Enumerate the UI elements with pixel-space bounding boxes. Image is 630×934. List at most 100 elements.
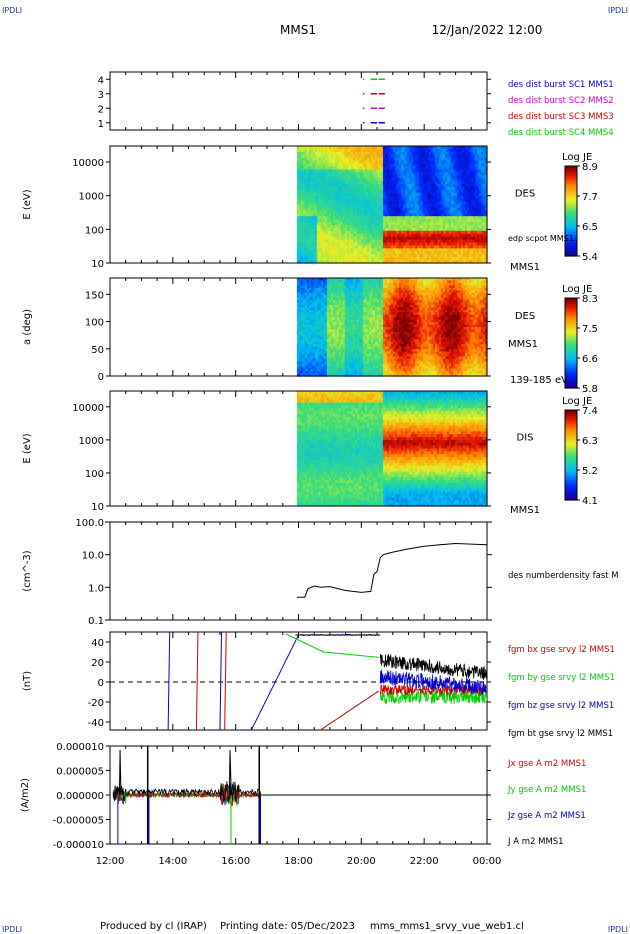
spectrogram-cell (330, 216, 334, 220)
spectrogram-cell (449, 169, 452, 173)
spectrogram-cell (403, 254, 406, 258)
spectrogram-cell (373, 219, 376, 223)
spectrogram-cell (475, 233, 478, 238)
spectrogram-cell (306, 282, 310, 286)
spectrogram-cell (443, 251, 446, 255)
spectrogram-cell (473, 189, 476, 194)
spectrogram-cell (397, 225, 400, 229)
spectrogram-cell (326, 163, 330, 168)
spectrogram-cell (308, 300, 312, 304)
spectrogram-cell (427, 251, 430, 255)
spectrogram-cell (320, 254, 324, 258)
spectrogram-cell (320, 307, 324, 311)
spectrogram-cell (485, 216, 488, 220)
spectrogram-cell (324, 251, 328, 255)
spectrogram-cell (485, 186, 488, 191)
spectrogram-cell (326, 178, 330, 182)
spectrogram-cell (326, 361, 330, 365)
spectrogram-cell (324, 157, 328, 162)
spectrogram-cell (469, 166, 472, 170)
spectrogram-cell (326, 222, 330, 226)
spectrogram-cell (389, 146, 392, 150)
spectrogram-cell (296, 304, 300, 308)
spectrogram-cell (383, 236, 386, 241)
spectrogram-cell (302, 204, 306, 208)
spectrogram-cell (306, 233, 310, 238)
spectrogram-cell (353, 184, 356, 188)
spectrogram-cell (296, 307, 300, 311)
spectrogram-cell (326, 189, 330, 194)
spectrogram-cell (330, 181, 334, 185)
spectrogram-cell (322, 248, 326, 252)
spectrogram-cell (320, 154, 324, 159)
spectrogram-cell (318, 304, 322, 308)
spectrogram-cell (405, 233, 408, 238)
spectrogram-cell (463, 257, 466, 261)
spectrogram-cell (328, 186, 332, 191)
spectrogram-cell (441, 239, 444, 244)
spectrogram-cell (387, 178, 390, 182)
spectrogram-cell (403, 248, 406, 252)
spectrogram-cell (326, 257, 330, 261)
spectrogram-cell (485, 172, 488, 176)
spectrogram-cell (348, 201, 352, 206)
spectrogram-cell (300, 312, 304, 316)
colorbar-cell (565, 174, 577, 177)
spectrogram-cell (465, 225, 468, 229)
spectrogram-cell (318, 312, 322, 316)
spectrogram-cell (385, 216, 388, 220)
spectrogram-cell (312, 317, 316, 321)
spectrogram-cell (419, 254, 422, 258)
spectrogram-cell (479, 178, 482, 182)
spectrogram-cell (383, 181, 386, 185)
spectrogram-cell (395, 233, 398, 238)
spectrogram-cell (298, 292, 302, 296)
spectrogram-cell (316, 248, 320, 252)
spectrogram-cell (344, 204, 348, 208)
spectrogram-cell (330, 290, 334, 294)
colorbar-cell (565, 234, 577, 237)
spectrogram-cell (427, 151, 430, 156)
spectrogram-cell (471, 233, 474, 238)
spectrogram-cell (344, 198, 348, 203)
spectrogram-cell (312, 280, 316, 284)
spectrogram-cell (429, 175, 432, 179)
spectrogram-cell (312, 290, 316, 294)
spectrogram-cell (365, 189, 368, 194)
spectrogram-cell (441, 160, 444, 165)
spectrogram-cell (413, 189, 416, 194)
spectrogram-cell (361, 181, 364, 185)
spectrogram-cell (326, 312, 330, 316)
spectrogram-cell (367, 222, 370, 226)
spectrogram-cell (320, 339, 324, 343)
spectrogram-cell (453, 184, 456, 188)
spectrogram-cell (318, 236, 322, 241)
spectrogram-cell (439, 225, 442, 229)
spectrogram-cell (453, 172, 456, 176)
spectrogram-cell (429, 148, 432, 153)
spectrogram-cell (375, 175, 378, 179)
spectrogram-cell (322, 339, 326, 343)
spectrogram-cell (451, 216, 454, 220)
spectrogram-cell (312, 339, 316, 343)
spectrogram-cell (439, 175, 442, 179)
spectrogram-cell (453, 186, 456, 191)
spectrogram-cell (310, 213, 314, 217)
spectrogram-cell (443, 230, 446, 235)
spectrogram-cell (383, 195, 386, 200)
spectrogram-cell (328, 371, 332, 375)
spectrogram-cell (326, 210, 330, 214)
spectrogram-cell (379, 160, 382, 165)
spectrogram-cell (324, 300, 328, 304)
spectrogram-cell (320, 344, 324, 348)
spectrogram-cell (387, 225, 390, 229)
spectrogram-cell (344, 230, 348, 235)
spectrogram-cell (316, 349, 320, 353)
spectrogram-cell (469, 181, 472, 185)
spectrogram-cell (300, 278, 304, 282)
spectrogram-cell (473, 251, 476, 255)
spectrogram-cell (334, 160, 338, 165)
spectrogram-cell (302, 336, 306, 340)
spectrogram-cell (336, 186, 340, 191)
spectrogram-cell (481, 166, 484, 170)
